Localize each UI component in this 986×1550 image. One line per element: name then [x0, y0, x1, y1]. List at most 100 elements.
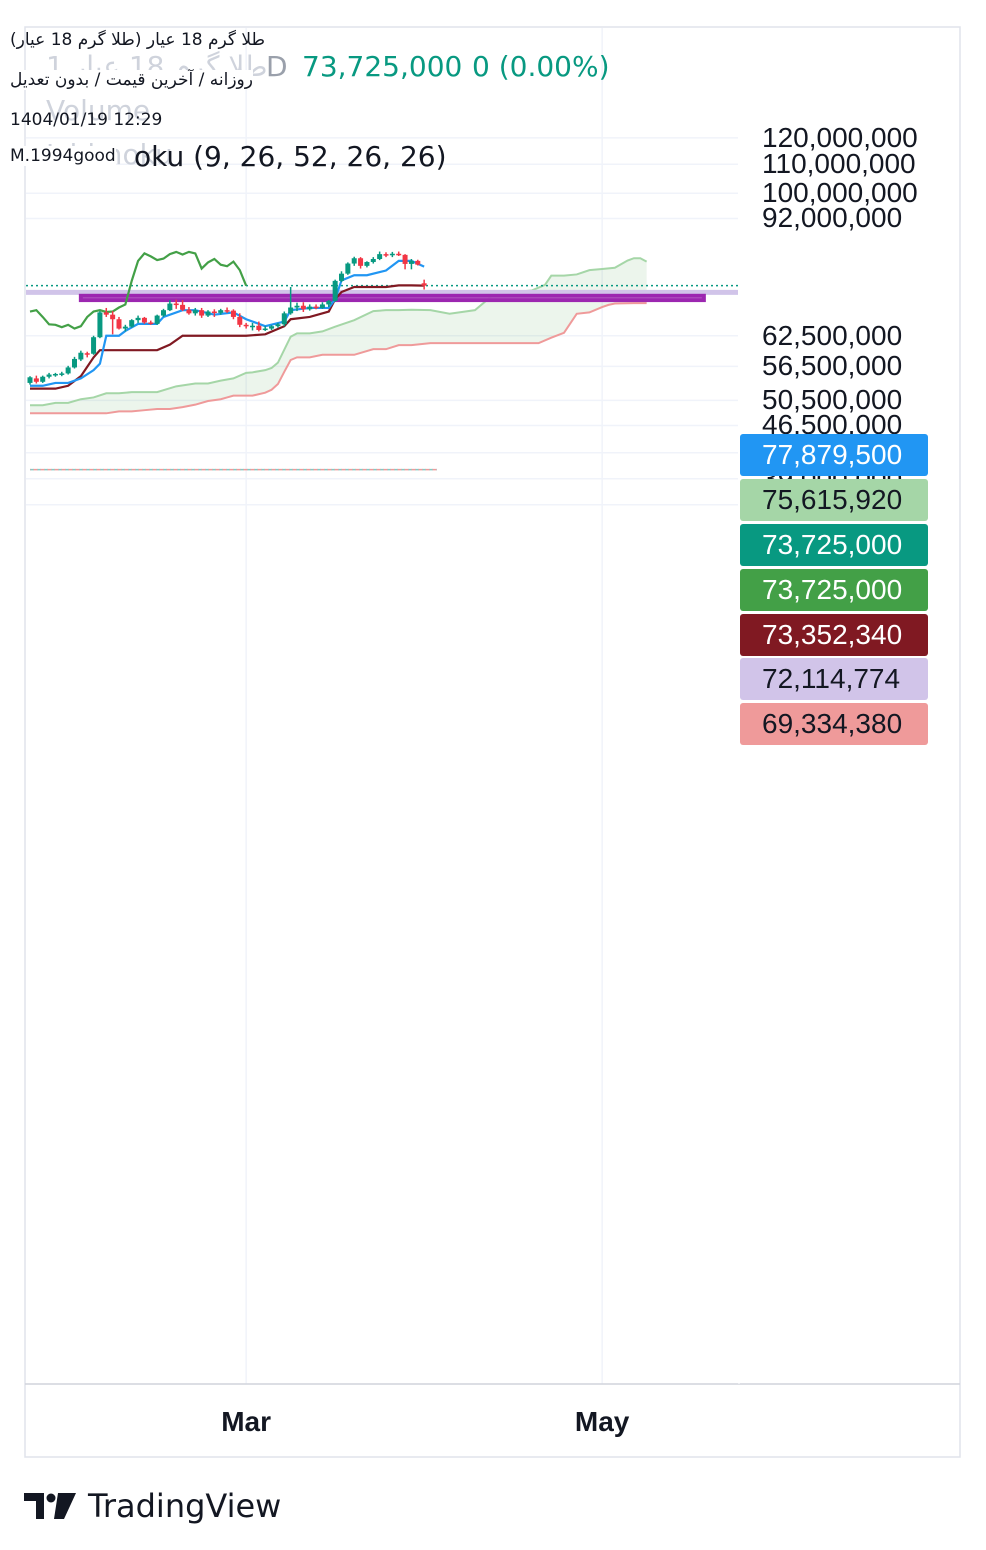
candle [339, 271, 344, 283]
candle [326, 300, 332, 308]
candle [250, 322, 255, 331]
candle [110, 311, 116, 335]
y-tick-label: 110,000,000 [762, 148, 916, 180]
candle [211, 309, 217, 317]
y-tick-label: 120,000,000 [762, 121, 918, 153]
candle-body [269, 326, 275, 329]
candle-body [396, 253, 402, 256]
candle [91, 335, 97, 355]
tradingview-logo[interactable]: TradingView [24, 1486, 281, 1526]
candle [72, 356, 77, 369]
candle [307, 304, 313, 311]
candle-body [59, 373, 65, 375]
candle-body [154, 315, 160, 324]
candle-body [161, 310, 166, 316]
candle [408, 258, 414, 270]
candle [122, 324, 128, 332]
price-badge: 73,725,000 [740, 569, 928, 611]
candle [84, 351, 90, 358]
candle-body [415, 260, 421, 265]
candle-body [192, 310, 198, 314]
candle [154, 314, 160, 325]
base-line [30, 284, 425, 390]
candle [103, 307, 109, 317]
plot-frame [24, 26, 961, 1458]
candle-body [345, 263, 351, 274]
candlestick-series[interactable] [27, 251, 427, 385]
y-tick-label: 50,500,000 [762, 384, 903, 416]
candle-body [351, 258, 357, 264]
candle-body [364, 262, 370, 266]
candle-body [52, 373, 58, 376]
candle-body [332, 280, 338, 301]
candle-body [141, 317, 147, 323]
candle-body [275, 324, 281, 327]
candle-body [122, 326, 128, 329]
candle [313, 304, 319, 310]
candle [186, 307, 192, 315]
candle-body [421, 283, 427, 286]
candle-body [230, 310, 236, 317]
candle [46, 372, 52, 379]
candle-body [313, 306, 319, 309]
candle-body [78, 352, 84, 360]
tradingview-wordmark: TradingView [88, 1487, 282, 1525]
candle-body [33, 378, 39, 382]
candle-body [27, 377, 33, 383]
candle [27, 376, 33, 385]
candle-body [135, 317, 141, 321]
y-tick-label: 100,000,000 [762, 177, 918, 209]
candle-body [186, 309, 192, 314]
candle [180, 300, 186, 312]
candle [116, 316, 122, 330]
candle [129, 319, 135, 328]
candle [364, 261, 370, 268]
candle-body [116, 319, 122, 329]
candle [218, 308, 224, 315]
candle [389, 251, 395, 258]
candle-body [46, 374, 52, 377]
author-label: M.1994good [10, 146, 116, 166]
symbol-title: طلا گرم 18 عیار (طلا گرم 18 عیار) [10, 30, 266, 50]
candle-body [65, 367, 71, 374]
timestamp: 1404/01/19 12:29 [10, 110, 163, 130]
x-tick-label: Mar [221, 1406, 272, 1437]
price-badge: 72,114,774 [740, 658, 928, 700]
y-tick-label: 92,000,000 [762, 202, 903, 234]
candle [256, 321, 262, 332]
candle-body [389, 253, 395, 256]
candle [345, 262, 351, 275]
price-change: 0 (0.00%) [472, 50, 610, 83]
candle-body [110, 314, 116, 320]
support-zone-box [78, 293, 706, 303]
y-tick-label: 56,500,000 [762, 350, 903, 382]
candle-body [173, 303, 179, 306]
candle-body [370, 258, 376, 263]
candle-body [84, 353, 90, 355]
indicator-params[interactable]: oku (9, 26, 52, 26, 26) [134, 140, 447, 173]
last-price: 73,725,000 [302, 50, 463, 83]
candle-body [218, 310, 224, 313]
candle [59, 371, 65, 377]
candle [300, 302, 306, 312]
candle [421, 279, 427, 290]
candle [262, 326, 268, 331]
candle [40, 375, 46, 383]
candle-body [243, 324, 249, 327]
candle-body [72, 358, 77, 368]
candle [65, 365, 71, 375]
leading-span-b [30, 302, 647, 415]
chart-subtitle: روزانه / آخرین قیمت / بدون تعدیل [10, 70, 253, 90]
candle [167, 300, 173, 312]
candle [281, 311, 287, 327]
candle [224, 307, 230, 313]
candle [358, 257, 364, 269]
candle-body [319, 304, 325, 308]
candle-body [402, 254, 408, 264]
candle-body [224, 310, 230, 312]
price-badge: 69,334,380 [740, 703, 928, 745]
price-badge: 75,615,920 [740, 479, 928, 521]
candle-body [97, 312, 103, 338]
candle [332, 279, 338, 302]
candle [192, 307, 198, 316]
